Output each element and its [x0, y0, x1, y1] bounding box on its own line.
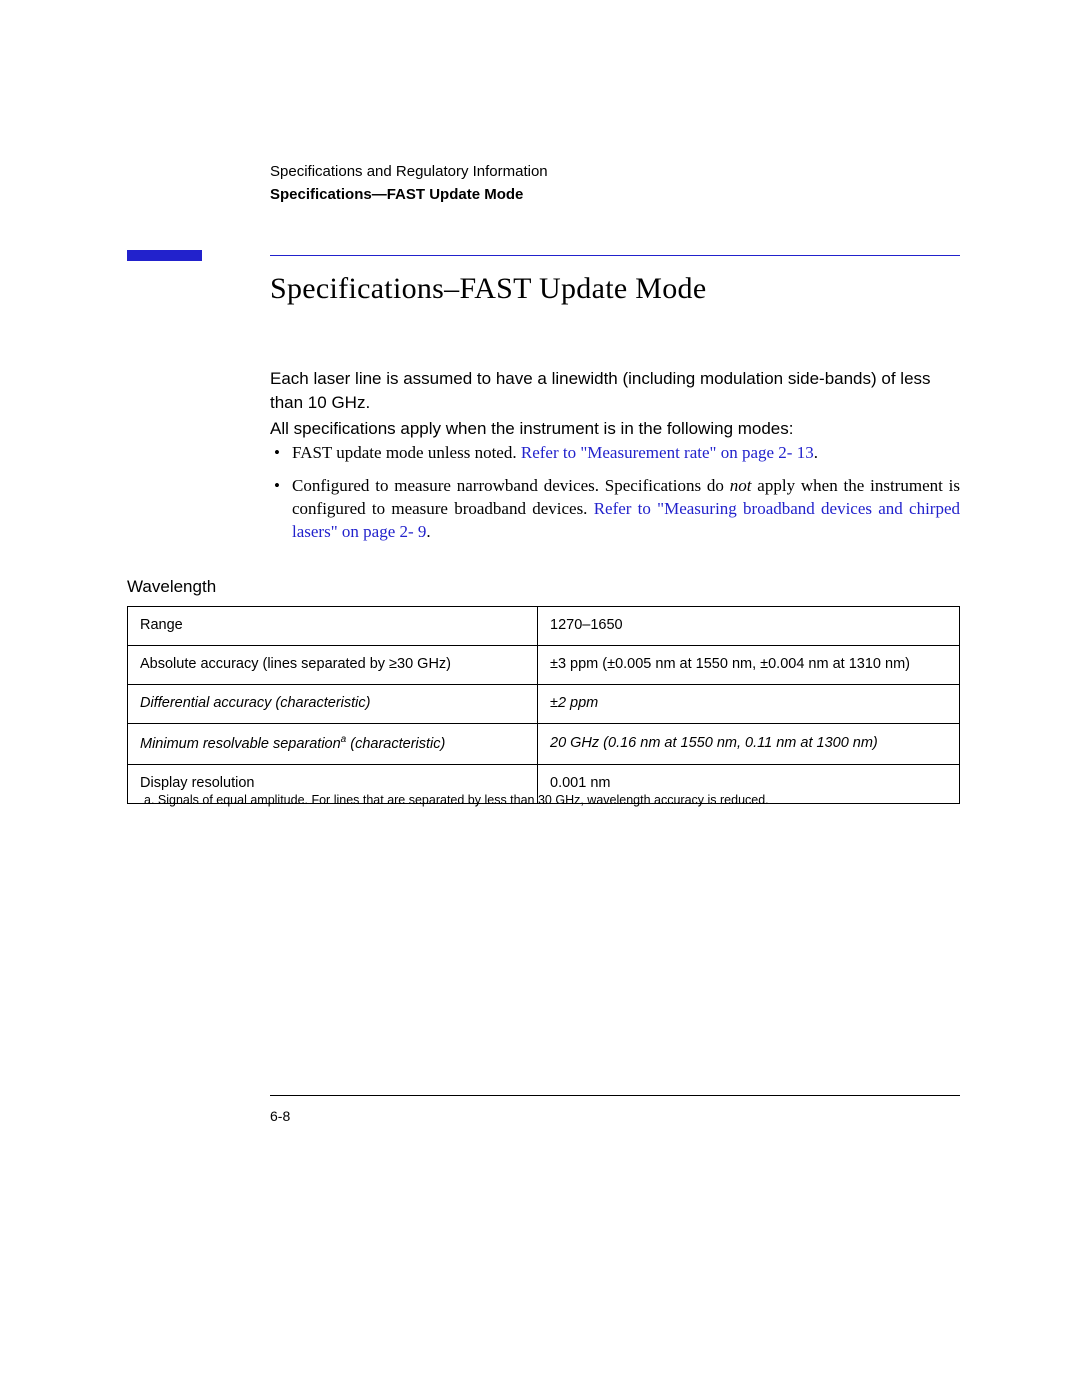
bullet-1-xref[interactable]: Refer to "Measurement rate" on page 2- 1… — [521, 443, 814, 462]
bullet-2-emph: not — [730, 476, 752, 495]
intro-p2: All specifications apply when the instru… — [270, 417, 960, 441]
intro-p1: Each laser line is assumed to have a lin… — [270, 367, 960, 415]
table-footnote: a. Signals of equal amplitude. For lines… — [144, 793, 769, 807]
header-section: Specifications—FAST Update Mode — [270, 186, 960, 203]
bullet-2: Configured to measure narrowband devices… — [270, 475, 960, 544]
page-number: 6-8 — [270, 1108, 290, 1124]
bullet-1-text: FAST update mode unless noted. — [292, 443, 521, 462]
wavelength-table: Range 1270–1650 Absolute accuracy (lines… — [127, 606, 960, 804]
bullet-list: FAST update mode unless noted. Refer to … — [270, 442, 960, 554]
bullet-1-post: . — [814, 443, 818, 462]
accent-bar — [127, 250, 202, 261]
table-row: Minimum resolvable separationa (characte… — [128, 724, 960, 765]
spec-name: Minimum resolvable separationa (characte… — [128, 724, 538, 765]
table-row: Range 1270–1650 — [128, 607, 960, 646]
running-header: Specifications and Regulatory Informatio… — [270, 163, 960, 203]
intro-block: Each laser line is assumed to have a lin… — [270, 367, 960, 442]
spec-value: ±3 ppm (±0.005 nm at 1550 nm, ±0.004 nm … — [538, 646, 960, 685]
spec-value: ±2 ppm — [538, 685, 960, 724]
spec-value: 20 GHz (0.16 nm at 1550 nm, 0.11 nm at 1… — [538, 724, 960, 765]
bullet-1: FAST update mode unless noted. Refer to … — [270, 442, 960, 465]
spec-name: Differential accuracy (characteristic) — [128, 685, 538, 724]
page-title: Specifications–FAST Update Mode — [270, 272, 706, 306]
table-row: Differential accuracy (characteristic) ±… — [128, 685, 960, 724]
table-row: Absolute accuracy (lines separated by ≥3… — [128, 646, 960, 685]
header-chapter: Specifications and Regulatory Informatio… — [270, 163, 960, 180]
table-title: Wavelength — [127, 577, 216, 597]
top-rule — [270, 255, 960, 256]
bullet-2-post: . — [426, 522, 430, 541]
spec-name: Absolute accuracy (lines separated by ≥3… — [128, 646, 538, 685]
bullet-2-pre: Configured to measure narrowband devices… — [292, 476, 730, 495]
spec-value: 1270–1650 — [538, 607, 960, 646]
spec-name: Range — [128, 607, 538, 646]
footer-rule — [270, 1095, 960, 1096]
